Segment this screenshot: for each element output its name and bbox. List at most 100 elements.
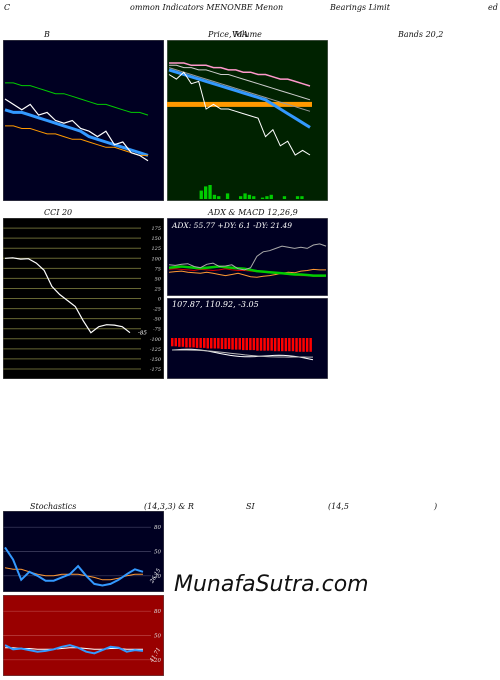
volume-bar (225, 193, 230, 199)
tick-label: 20 (153, 658, 161, 664)
macd-histogram-bar (231, 338, 234, 350)
macd-histogram-bar (185, 338, 188, 348)
macd-histogram-bar (281, 338, 284, 352)
panel-cci: 175 150 125 100 75 50 25 0 -25 -50 -75 -100 -125 -150… (3, 218, 164, 379)
orange-support-band (167, 101, 312, 107)
macd-histogram-bar (206, 338, 209, 349)
chart-adx (167, 218, 328, 296)
header-title: ommon Indicators MENONBE Menon (130, 3, 284, 12)
tick-label: 50 (154, 634, 161, 640)
volume-bar (260, 197, 265, 199)
panel-title-adx-macd: ADX & MACD 12,26,9 (208, 208, 298, 217)
volume-bar (239, 196, 243, 199)
tick-label: 20 (153, 574, 161, 580)
macd-histogram-bar (242, 338, 245, 351)
macd-histogram-bar (178, 338, 181, 347)
macd-legend: 107.87, 110.92, -3.05 (172, 300, 259, 309)
macd-histogram-bar (199, 338, 202, 348)
panel-title-b: B (44, 30, 50, 39)
cci-tick-label: 125 (151, 246, 161, 252)
series-fast (4, 644, 144, 655)
cci-tick-label: -150 (150, 357, 162, 363)
macd-histogram-bar (305, 338, 309, 352)
panel-title-rsi: SI (246, 502, 255, 511)
volume-bar (247, 194, 252, 199)
macd-histogram-bar (298, 338, 302, 352)
price-series-2 (169, 64, 311, 101)
panel-adx (167, 218, 328, 296)
macd-histogram-bar (174, 338, 177, 347)
macd-histogram-bar (203, 338, 206, 348)
b-series-0 (4, 98, 149, 162)
cci-tick-label: 25 (154, 286, 161, 292)
macd-histogram-bar (238, 338, 241, 350)
price-series-0 (168, 71, 311, 156)
panel-title-stoch-params: (14,3,3) & R (144, 502, 194, 511)
macd-histogram-bar (249, 338, 252, 351)
macd-histogram-bar (188, 338, 192, 348)
panel-title-bands: Bands 20,2 (398, 30, 444, 39)
chart-cci: 175 150 125 100 75 50 25 0 -25 -50 -75 -100 -125 -150… (3, 218, 164, 379)
cci-tick-label: -100 (150, 337, 162, 343)
panel-price-ma (167, 40, 328, 201)
volume-bar (265, 196, 269, 199)
macd-histogram-bar (259, 338, 263, 351)
cci-tick-label: 0 (158, 297, 162, 303)
volume-bar (217, 196, 221, 199)
tick-label: 50 (154, 550, 161, 556)
volume-bar (208, 185, 212, 199)
macd-histogram-bar (195, 338, 199, 348)
macd-signal-line (172, 349, 313, 358)
macd-histogram-bar (270, 338, 273, 351)
macd-histogram-bar (234, 338, 238, 350)
tick-label: 80 (154, 525, 161, 531)
cci-last-label: -85 (138, 331, 147, 337)
volume-bar (295, 196, 300, 199)
volume-bar (199, 190, 203, 199)
cci-tick-label: -25 (153, 307, 161, 313)
panel-macd (167, 298, 328, 379)
b-series-3 (5, 125, 148, 156)
macd-histogram-bar (273, 338, 277, 352)
b-series-2 (5, 82, 149, 116)
macd-histogram-bar (291, 338, 295, 352)
macd-histogram-bar (277, 338, 280, 352)
macd-histogram-bar (220, 338, 224, 349)
cci-tick-label: 175 (151, 226, 161, 232)
panel-title-volume: Volume (232, 30, 262, 39)
volume-bar (300, 196, 304, 199)
macd-histogram-bar (227, 338, 231, 349)
panel-title-stoch: Stochastics (30, 502, 77, 511)
volume-bar (282, 196, 287, 199)
macd-histogram-bar (181, 338, 185, 347)
macd-histogram-bar (171, 338, 174, 347)
price-series-1 (168, 68, 311, 129)
cci-tick-label: 150 (151, 236, 161, 242)
macd-histogram-bar (266, 338, 270, 351)
chart-price-ma (167, 40, 328, 201)
volume-bar (243, 193, 247, 199)
macd-histogram-bar (284, 338, 288, 352)
macd-histogram-bar (252, 338, 256, 351)
cci-tick-label: 50 (155, 276, 162, 282)
macd-histogram-bar (256, 338, 259, 351)
cci-tick-label: -125 (150, 347, 161, 353)
tick-label: 80 (154, 609, 161, 615)
macd-histogram-bar (224, 338, 227, 349)
cci-line (4, 257, 131, 334)
macd-histogram-bar (302, 338, 305, 352)
adx-legend: ADX: 55.77 +DY: 6.1 -DY: 21.49 (172, 221, 293, 230)
panel-b (3, 40, 164, 201)
chart-macd (167, 298, 328, 379)
panel-title-rsi-params: (14,5 (328, 502, 349, 511)
header-title-cont: Bearings Limit (330, 3, 390, 12)
volume-bar (204, 186, 208, 199)
macd-histogram-bar (295, 338, 298, 352)
chart-b (3, 40, 164, 201)
price-series-4 (168, 67, 311, 112)
macd-histogram-bar (217, 338, 220, 349)
macd-histogram-bar (213, 338, 217, 349)
header-left: C (4, 3, 11, 12)
header-right: ed (488, 3, 498, 12)
